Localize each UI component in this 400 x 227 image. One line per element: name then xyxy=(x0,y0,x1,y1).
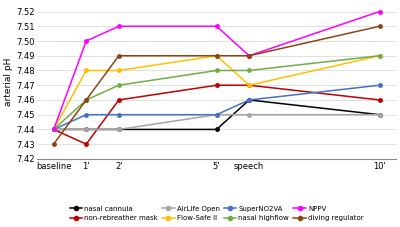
Y-axis label: arterial pH: arterial pH xyxy=(4,57,13,106)
Legend: nasal cannula, non-rebreather mask, AirLife Open, Flow-Safe II, SuperNO2VA, nasa: nasal cannula, non-rebreather mask, AirL… xyxy=(70,206,364,221)
